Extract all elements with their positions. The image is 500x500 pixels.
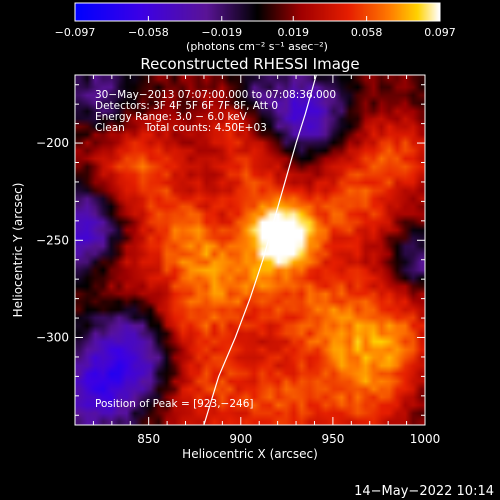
x-tick-label: 900 [229, 432, 252, 446]
colorbar-tick-label: −0.058 [128, 26, 169, 39]
colorbar-tick-label: 0.019 [277, 26, 309, 39]
solar-limb-curve [203, 75, 317, 425]
y-axis-ticks: −200 −250 −300 [36, 84, 425, 416]
plot-frame [74, 74, 426, 426]
annotation-block: 30−May−2013 07:07:00.000 to 07:08:36.000… [95, 89, 336, 134]
colorbar-gradient [75, 3, 440, 21]
x-axis-ticks: 850 900 950 1000 [74, 75, 441, 446]
colorbar-unit-label: (photons cm⁻² s⁻¹ asec⁻²) [186, 40, 328, 53]
x-tick-label: 1000 [410, 432, 441, 446]
colorbar-tick-label: −0.097 [55, 26, 96, 39]
footer-timestamp: 14−May−2022 10:14 [354, 484, 494, 499]
colorbar: −0.097 −0.058 −0.019 0.019 0.058 0.097 (photo… [55, 2, 456, 53]
y-axis-label: Heliocentric Y (arcsec) [11, 183, 25, 318]
x-tick-label: 950 [321, 432, 344, 446]
annotation-time-range: 30−May−2013 07:07:00.000 to 07:08:36.000 [95, 89, 336, 101]
peak-position-label: Position of Peak = [923,−246] [95, 398, 254, 410]
plot-area [75, 75, 425, 425]
chart-title: Reconstructed RHESSI Image [140, 55, 359, 73]
annotation-clean-counts: Clean Total counts: 4.50E+03 [95, 122, 267, 134]
heatmap-image [75, 75, 425, 425]
colorbar-tick-label: 0.097 [424, 26, 456, 39]
annotation-energy-range: Energy Range: 3.0 − 6.0 keV [95, 111, 248, 123]
x-tick-label: 850 [137, 432, 160, 446]
colorbar-tick-label: 0.058 [351, 26, 383, 39]
colorbar-frame [74, 2, 441, 22]
colorbar-tick-label: −0.019 [201, 26, 242, 39]
colorbar-ticks: −0.097 −0.058 −0.019 0.019 0.058 0.097 [55, 16, 456, 39]
y-tick-label: −250 [36, 233, 69, 247]
x-axis-label: Heliocentric X (arcsec) [182, 447, 318, 461]
y-tick-label: −200 [36, 136, 69, 150]
annotation-detectors: Detectors: 3F 4F 5F 6F 7F 8F, Att 0 [95, 100, 278, 112]
y-tick-label: −300 [36, 331, 69, 345]
